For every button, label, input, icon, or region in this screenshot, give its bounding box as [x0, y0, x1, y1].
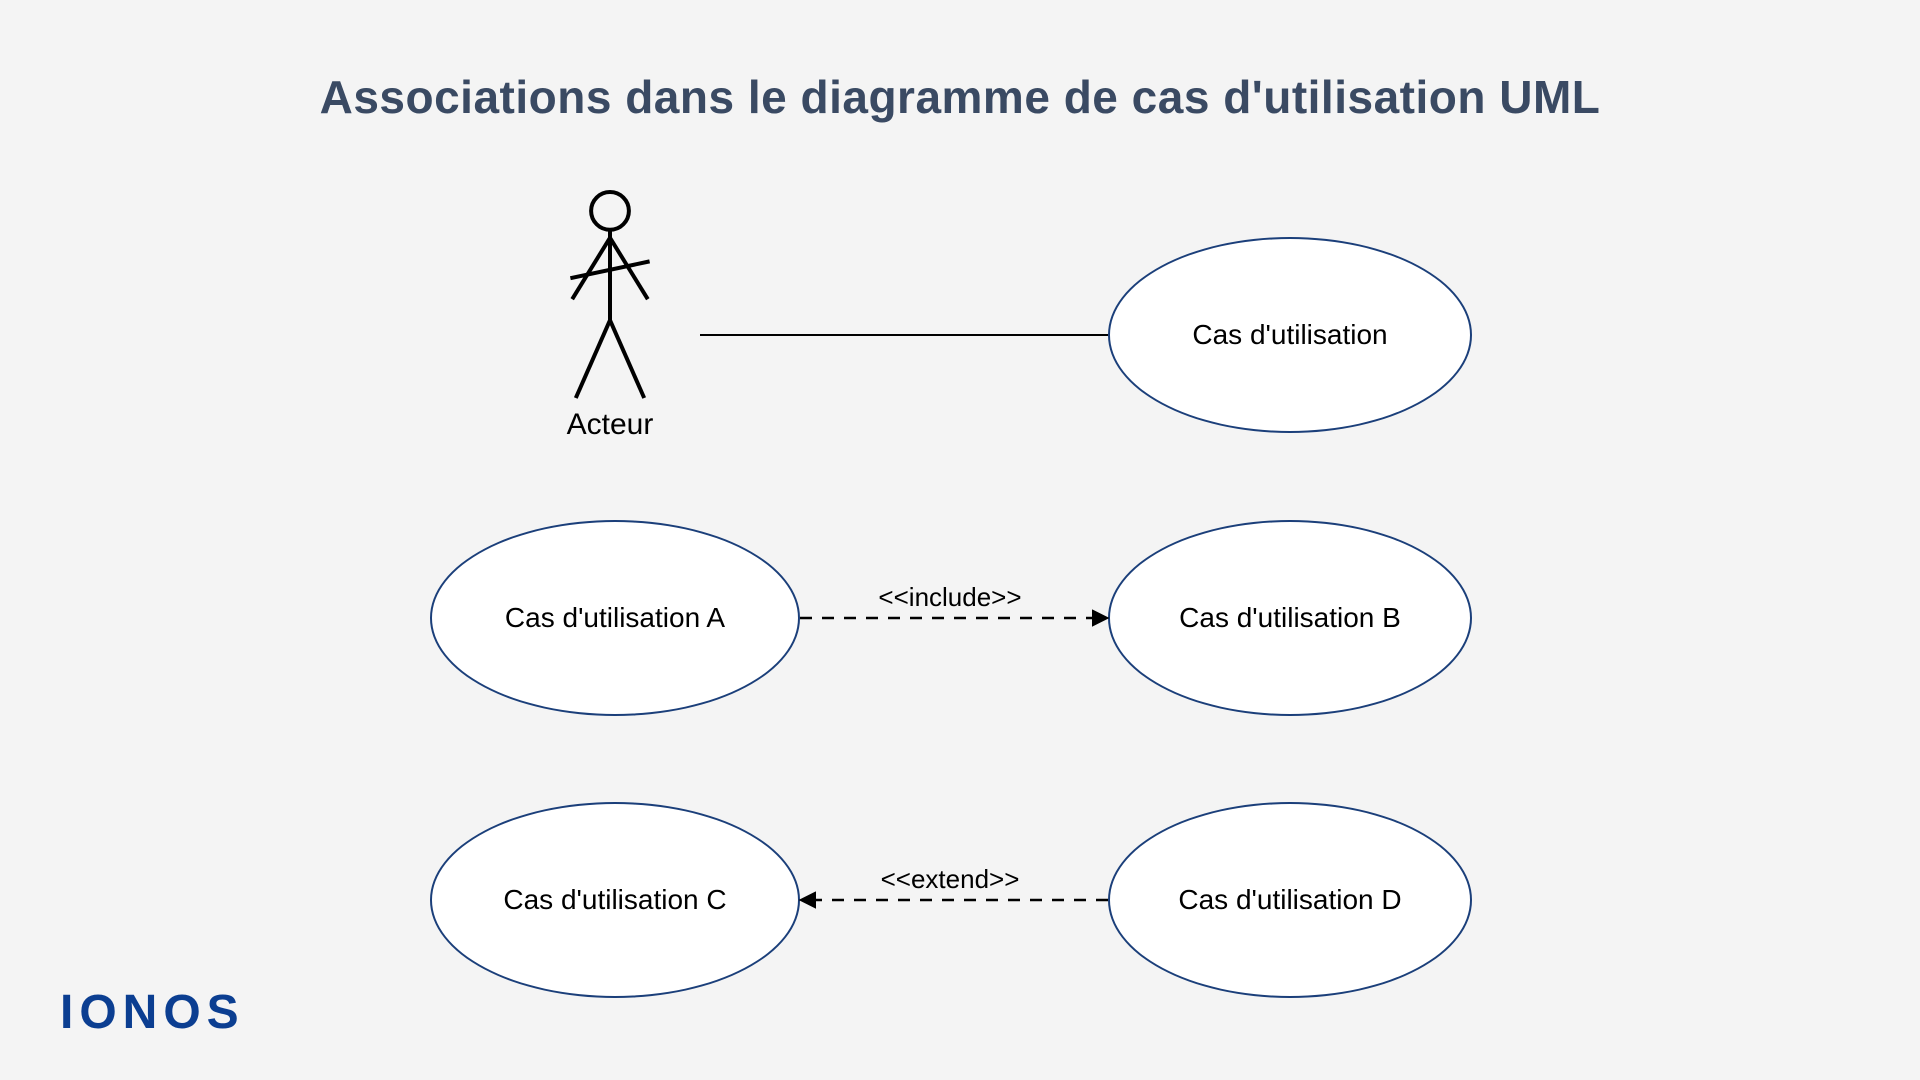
actor-figure: Acteur: [565, 190, 655, 442]
brand-logo: IONOS: [60, 985, 245, 1040]
extend-edge-label: <<extend>>: [850, 864, 1050, 895]
usecase-label: Cas d'utilisation: [1192, 319, 1387, 351]
usecase-b-label: Cas d'utilisation B: [1179, 602, 1401, 634]
actor-label: Acteur: [567, 408, 654, 442]
usecase-a-ellipse: Cas d'utilisation A: [430, 520, 800, 716]
diagram-edges-layer: [0, 0, 1920, 1080]
usecase-a-label: Cas d'utilisation A: [505, 602, 725, 634]
usecase-d-ellipse: Cas d'utilisation D: [1108, 802, 1472, 998]
usecase-c-ellipse: Cas d'utilisation C: [430, 802, 800, 998]
include-edge-label: <<include>>: [850, 582, 1050, 613]
usecase-c-label: Cas d'utilisation C: [503, 884, 726, 916]
usecase-b-ellipse: Cas d'utilisation B: [1108, 520, 1472, 716]
diagram-title: Associations dans le diagramme de cas d'…: [0, 70, 1920, 124]
actor-stickman-icon: [565, 190, 655, 400]
usecase-ellipse: Cas d'utilisation: [1108, 237, 1472, 433]
usecase-d-label: Cas d'utilisation D: [1178, 884, 1401, 916]
